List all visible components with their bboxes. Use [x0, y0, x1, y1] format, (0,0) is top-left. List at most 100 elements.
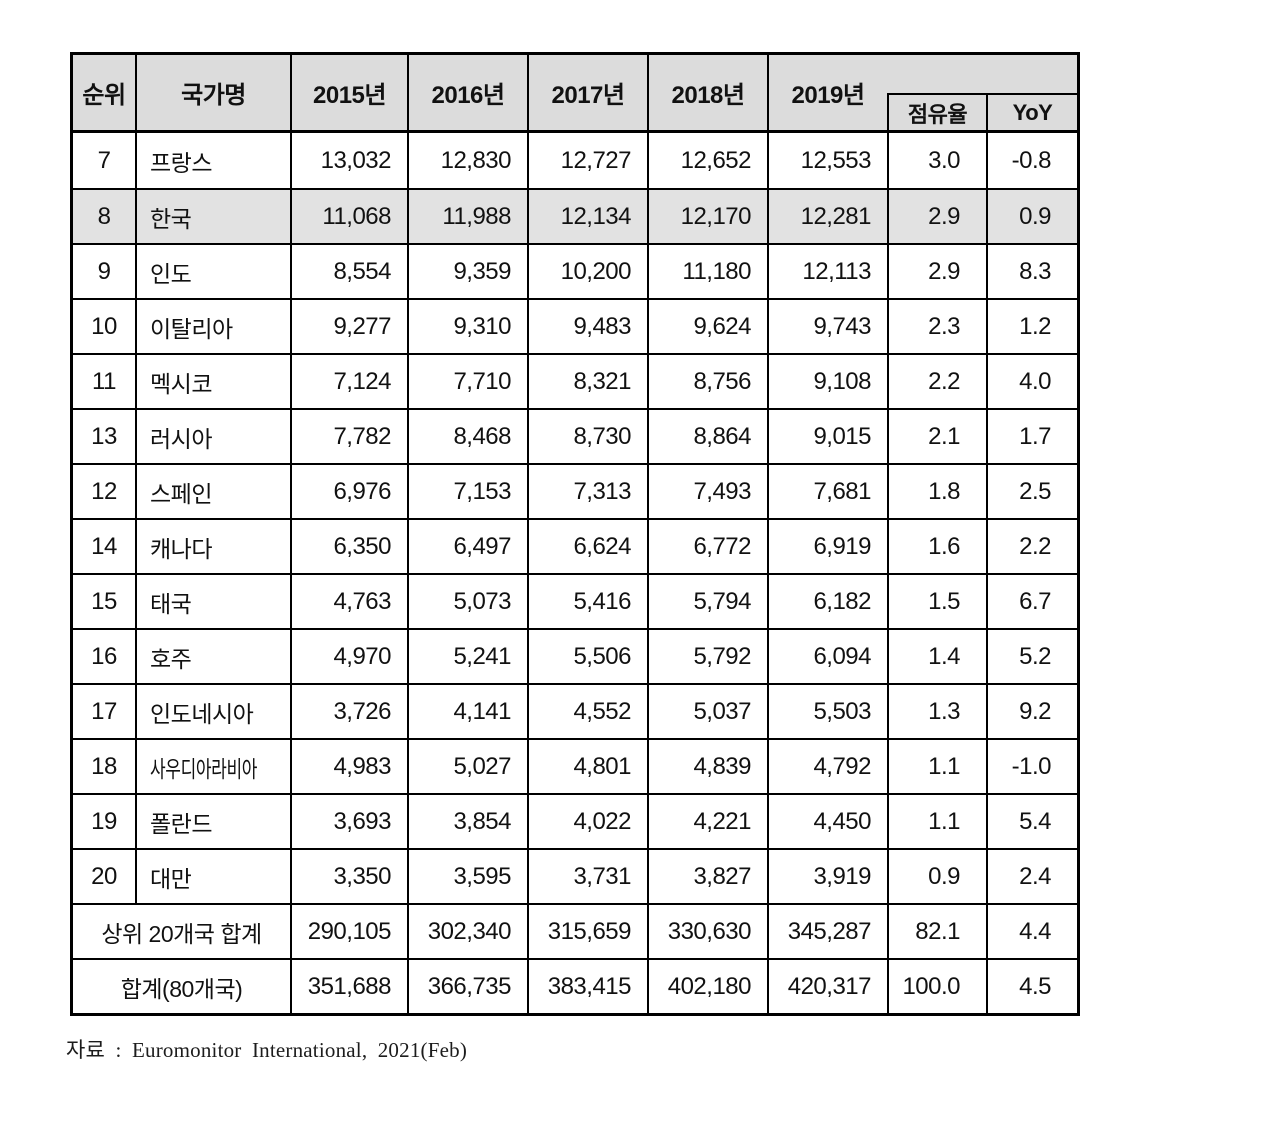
summary-row: 합계(80개국) 351,688 366,735 383,415 402,180… — [73, 958, 1077, 1013]
yoy-cell: 5.2 — [986, 630, 1077, 683]
value-2018-cell: 6,772 — [647, 520, 767, 573]
table-row: 15 태국 4,763 5,073 5,416 5,794 6,182 1.5 … — [73, 573, 1077, 628]
yoy-cell: 6.7 — [986, 575, 1077, 628]
share-cell: 1.8 — [887, 465, 986, 518]
country-cell: 호주 — [135, 630, 290, 683]
yoy-cell: 5.4 — [986, 795, 1077, 848]
yoy-cell: 4.4 — [986, 905, 1077, 958]
value-2016-cell: 9,359 — [407, 245, 527, 298]
value-2018-cell: 11,180 — [647, 245, 767, 298]
value-2016-cell: 5,027 — [407, 740, 527, 793]
country-label: 인도네시아 — [150, 700, 254, 727]
country-label: 인도 — [150, 260, 192, 287]
country-cell: 멕시코 — [135, 355, 290, 408]
value-2019-cell: 4,450 — [767, 795, 887, 848]
value-2018-cell: 12,652 — [647, 133, 767, 188]
share-cell: 2.9 — [887, 245, 986, 298]
country-cell: 폴란드 — [135, 795, 290, 848]
rank-cell: 7 — [97, 146, 111, 174]
country-label: 한국 — [150, 205, 192, 232]
country-cell: 태국 — [135, 575, 290, 628]
rank-cell: 12 — [91, 477, 117, 505]
summary-label-cell: 상위 20개국 합계 — [101, 920, 262, 947]
value-2019-cell: 345,287 — [767, 905, 887, 958]
value-2015-cell: 9,277 — [290, 300, 407, 353]
value-2015-cell: 3,350 — [290, 850, 407, 903]
country-label: 호주 — [150, 645, 192, 672]
value-2015-cell: 4,763 — [290, 575, 407, 628]
yoy-cell: 4.0 — [986, 355, 1077, 408]
yoy-cell: 4.5 — [986, 960, 1077, 1013]
header-yoy: YoY — [986, 93, 1077, 130]
country-cell: 캐나다 — [135, 520, 290, 573]
country-cell: 스페인 — [135, 465, 290, 518]
value-2019-cell: 7,681 — [767, 465, 887, 518]
table-row: 18 사우디아라비아 4,983 5,027 4,801 4,839 4,792… — [73, 738, 1077, 793]
value-2018-cell: 3,827 — [647, 850, 767, 903]
value-2018-cell: 5,037 — [647, 685, 767, 738]
table-row: 13 러시아 7,782 8,468 8,730 8,864 9,015 2.1… — [73, 408, 1077, 463]
share-cell: 2.9 — [887, 190, 986, 243]
value-2018-cell: 4,839 — [647, 740, 767, 793]
value-2017-cell: 5,506 — [527, 630, 647, 683]
value-2016-cell: 5,241 — [407, 630, 527, 683]
country-label: 태국 — [150, 590, 192, 617]
country-label: 스페인 — [150, 480, 212, 507]
country-ranking-table: 순위 국가명 2015년 2016년 2017년 2018년 2019년 점유율… — [70, 52, 1080, 1016]
value-2015-cell: 4,970 — [290, 630, 407, 683]
value-2016-cell: 6,497 — [407, 520, 527, 573]
rank-cell: 14 — [91, 532, 117, 560]
value-2018-cell: 8,756 — [647, 355, 767, 408]
value-2016-cell: 5,073 — [407, 575, 527, 628]
yoy-cell: 8.3 — [986, 245, 1077, 298]
value-2016-cell: 11,988 — [407, 190, 527, 243]
value-2015-cell: 6,976 — [290, 465, 407, 518]
value-2019-cell: 6,182 — [767, 575, 887, 628]
table-row: 19 폴란드 3,693 3,854 4,022 4,221 4,450 1.1… — [73, 793, 1077, 848]
rank-cell: 20 — [91, 862, 117, 890]
country-cell: 인도네시아 — [135, 685, 290, 738]
value-2016-cell: 12,830 — [407, 133, 527, 188]
value-2017-cell: 8,730 — [527, 410, 647, 463]
country-cell: 사우디아라비아 — [135, 740, 290, 793]
value-2017-cell: 4,022 — [527, 795, 647, 848]
country-label: 대만 — [150, 865, 192, 892]
value-2016-cell: 366,735 — [407, 960, 527, 1013]
value-2018-cell: 4,221 — [647, 795, 767, 848]
share-cell: 1.1 — [887, 740, 986, 793]
yoy-cell: -0.8 — [986, 133, 1077, 188]
country-label: 이탈리아 — [150, 315, 233, 342]
value-2019-cell: 4,792 — [767, 740, 887, 793]
value-2015-cell: 11,068 — [290, 190, 407, 243]
rank-cell: 15 — [91, 587, 117, 615]
country-label: 폴란드 — [150, 810, 212, 837]
value-2019-cell: 12,281 — [767, 190, 887, 243]
value-2017-cell: 383,415 — [527, 960, 647, 1013]
value-2015-cell: 3,726 — [290, 685, 407, 738]
table-row: 7 프랑스 13,032 12,830 12,727 12,652 12,553… — [73, 133, 1077, 188]
share-cell: 2.3 — [887, 300, 986, 353]
rank-cell: 9 — [97, 257, 111, 285]
table-row: 16 호주 4,970 5,241 5,506 5,792 6,094 1.4 … — [73, 628, 1077, 683]
header-share: 점유율 — [887, 93, 986, 130]
value-2015-cell: 7,782 — [290, 410, 407, 463]
value-2016-cell: 3,854 — [407, 795, 527, 848]
value-2019-cell: 9,743 — [767, 300, 887, 353]
yoy-cell: 1.2 — [986, 300, 1077, 353]
yoy-cell: -1.0 — [986, 740, 1077, 793]
share-cell: 1.5 — [887, 575, 986, 628]
country-cell: 대만 — [135, 850, 290, 903]
value-2015-cell: 4,983 — [290, 740, 407, 793]
country-label: 캐나다 — [150, 535, 212, 562]
value-2016-cell: 7,153 — [407, 465, 527, 518]
rank-cell: 17 — [91, 697, 117, 725]
value-2015-cell: 8,554 — [290, 245, 407, 298]
rank-cell: 13 — [91, 422, 117, 450]
header-year-2016: 2016년 — [407, 55, 527, 130]
country-cell: 인도 — [135, 245, 290, 298]
header-rank: 순위 — [82, 82, 126, 109]
value-2016-cell: 4,141 — [407, 685, 527, 738]
value-2019-cell: 3,919 — [767, 850, 887, 903]
country-label: 멕시코 — [150, 370, 212, 397]
value-2018-cell: 5,794 — [647, 575, 767, 628]
